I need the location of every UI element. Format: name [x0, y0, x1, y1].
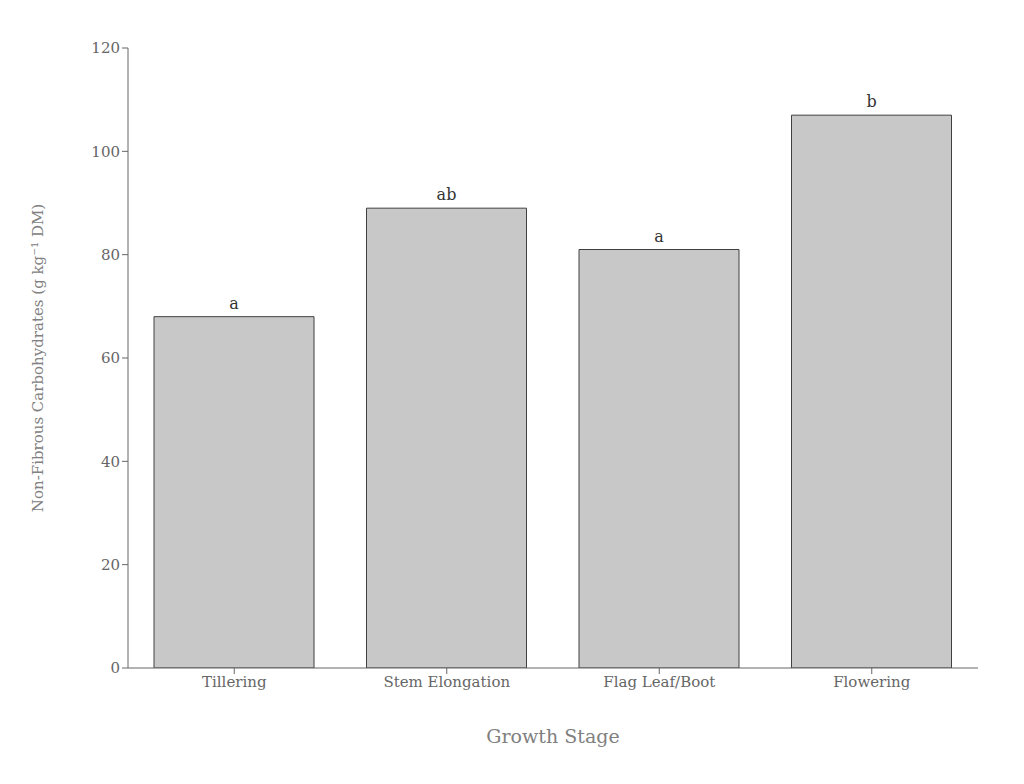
svg-text:a: a: [229, 294, 239, 313]
svg-text:ab: ab: [437, 185, 457, 204]
svg-text:a: a: [654, 227, 664, 246]
svg-text:120: 120: [91, 39, 120, 57]
svg-text:Non-Fibrous Carbohydrates (g k: Non-Fibrous Carbohydrates (g kg⁻¹ DM): [29, 204, 47, 512]
svg-text:b: b: [866, 92, 876, 111]
svg-text:Tillering: Tillering: [202, 673, 267, 691]
svg-text:80: 80: [101, 246, 120, 264]
svg-text:Flowering: Flowering: [833, 673, 911, 691]
svg-text:40: 40: [101, 453, 120, 471]
svg-text:Flag Leaf/Boot: Flag Leaf/Boot: [603, 673, 715, 691]
svg-text:100: 100: [91, 143, 120, 161]
svg-text:20: 20: [101, 556, 120, 574]
svg-text:0: 0: [110, 659, 120, 677]
svg-text:Growth Stage: Growth Stage: [486, 725, 619, 747]
svg-text:Stem Elongation: Stem Elongation: [383, 673, 510, 691]
svg-text:60: 60: [101, 349, 120, 367]
